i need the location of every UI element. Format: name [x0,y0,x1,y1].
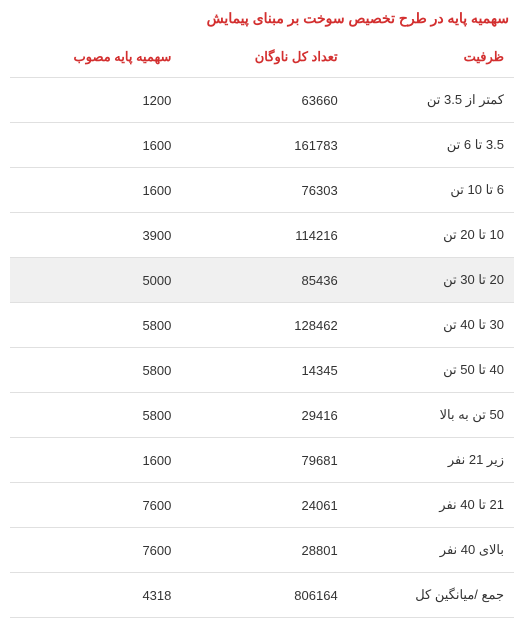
cell-capacity: 10 تا 20 تن [348,213,514,258]
cell-fleet-count: 161783 [181,123,347,168]
cell-fleet-count: 76303 [181,168,347,213]
cell-base-quota: 5800 [10,348,181,393]
table-row: بالای 40 نفر288017600 [10,528,514,573]
cell-fleet-count: 79681 [181,438,347,483]
table-row: 20 تا 30 تن854365000 [10,258,514,303]
cell-base-quota: 1600 [10,168,181,213]
table-row: 6 تا 10 تن763031600 [10,168,514,213]
cell-fleet-count: 85436 [181,258,347,303]
table-row: جمع /میانگین کل8061644318 [10,573,514,618]
table-row: کمتر از 3.5 تن636601200 [10,78,514,123]
cell-fleet-count: 24061 [181,483,347,528]
cell-base-quota: 3900 [10,213,181,258]
cell-base-quota: 1200 [10,78,181,123]
cell-capacity: جمع /میانگین کل [348,573,514,618]
cell-base-quota: 5800 [10,393,181,438]
table-row: 50 تن به بالا294165800 [10,393,514,438]
cell-base-quota: 7600 [10,483,181,528]
column-header-fleet: تعداد کل ناوگان [181,37,347,78]
table-row: 40 تا 50 تن143455800 [10,348,514,393]
cell-fleet-count: 128462 [181,303,347,348]
cell-base-quota: 1600 [10,123,181,168]
cell-base-quota: 1600 [10,438,181,483]
table-title: سهمیه پایه در طرح تخصیص سوخت بر مبنای پی… [10,10,514,27]
cell-capacity: 6 تا 10 تن [348,168,514,213]
cell-base-quota: 5000 [10,258,181,303]
table-header-row: ظرفیت تعداد کل ناوگان سهمیه پایه مصوب [10,37,514,78]
cell-capacity: 20 تا 30 تن [348,258,514,303]
cell-fleet-count: 806164 [181,573,347,618]
column-header-capacity: ظرفیت [348,37,514,78]
cell-capacity: بالای 40 نفر [348,528,514,573]
cell-capacity: 21 تا 40 نفر [348,483,514,528]
table-body: کمتر از 3.5 تن6366012003.5 تا 6 تن161783… [10,78,514,618]
cell-capacity: 3.5 تا 6 تن [348,123,514,168]
table-row: زیر 21 نفر796811600 [10,438,514,483]
cell-fleet-count: 28801 [181,528,347,573]
cell-base-quota: 7600 [10,528,181,573]
fuel-quota-table: ظرفیت تعداد کل ناوگان سهمیه پایه مصوب کم… [10,37,514,618]
cell-fleet-count: 63660 [181,78,347,123]
cell-base-quota: 4318 [10,573,181,618]
table-row: 30 تا 40 تن1284625800 [10,303,514,348]
table-row: 21 تا 40 نفر240617600 [10,483,514,528]
cell-capacity: زیر 21 نفر [348,438,514,483]
cell-capacity: 30 تا 40 تن [348,303,514,348]
cell-capacity: 50 تن به بالا [348,393,514,438]
cell-capacity: کمتر از 3.5 تن [348,78,514,123]
column-header-quota: سهمیه پایه مصوب [10,37,181,78]
table-row: 10 تا 20 تن1142163900 [10,213,514,258]
cell-fleet-count: 114216 [181,213,347,258]
cell-fleet-count: 14345 [181,348,347,393]
cell-fleet-count: 29416 [181,393,347,438]
cell-capacity: 40 تا 50 تن [348,348,514,393]
cell-base-quota: 5800 [10,303,181,348]
table-row: 3.5 تا 6 تن1617831600 [10,123,514,168]
